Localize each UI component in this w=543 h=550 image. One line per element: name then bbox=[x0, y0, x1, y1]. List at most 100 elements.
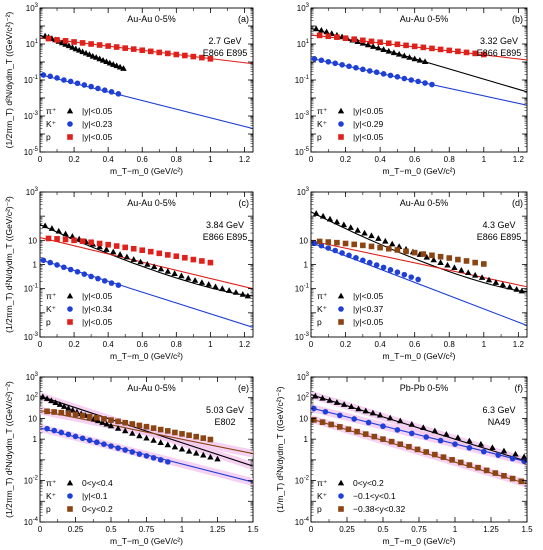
energy-label: 2.7 GeV bbox=[208, 36, 241, 46]
series-square bbox=[316, 238, 487, 267]
x-tick-label: 0 bbox=[38, 155, 43, 164]
data-point bbox=[45, 235, 52, 242]
legend-particle: K⁺ bbox=[317, 491, 328, 501]
legend-marker bbox=[337, 292, 345, 299]
y-tick-label: 10-1 bbox=[24, 75, 39, 85]
data-point bbox=[56, 401, 64, 407]
data-point bbox=[114, 425, 122, 431]
fit-line bbox=[311, 394, 527, 462]
data-point bbox=[115, 91, 122, 97]
data-point bbox=[115, 282, 122, 288]
data-point bbox=[401, 75, 408, 82]
data-point bbox=[351, 241, 357, 248]
data-point bbox=[351, 36, 357, 42]
data-point bbox=[88, 239, 94, 246]
legend-particle: p bbox=[317, 132, 322, 142]
data-point bbox=[340, 221, 348, 228]
data-point bbox=[54, 236, 60, 242]
data-point bbox=[214, 455, 221, 462]
data-point bbox=[88, 41, 94, 47]
data-point bbox=[375, 235, 382, 241]
data-point bbox=[69, 233, 76, 239]
y-tick-label: 10 bbox=[28, 236, 37, 245]
data-point bbox=[178, 272, 185, 279]
data-point bbox=[406, 54, 413, 60]
data-point bbox=[199, 54, 205, 61]
data-point bbox=[115, 418, 121, 425]
data-point bbox=[103, 58, 110, 65]
plot-frame bbox=[310, 191, 528, 338]
data-point bbox=[318, 26, 325, 33]
plot-content bbox=[40, 32, 253, 130]
data-point bbox=[411, 249, 418, 256]
data-point bbox=[409, 430, 415, 437]
data-point bbox=[319, 394, 326, 401]
data-point bbox=[40, 257, 47, 264]
legend-particle: K⁺ bbox=[46, 491, 57, 501]
data-point bbox=[429, 252, 435, 259]
data-point bbox=[122, 447, 128, 453]
data-point bbox=[108, 280, 115, 286]
data-point bbox=[40, 72, 47, 78]
legend-cut: 0<y<0.2 bbox=[82, 504, 113, 514]
data-point bbox=[150, 455, 157, 461]
data-point bbox=[44, 408, 50, 415]
x-tick-label: 0.75 bbox=[139, 525, 155, 534]
experiment-label: E866 E895 bbox=[203, 48, 248, 58]
data-point bbox=[423, 434, 430, 440]
x-tick-label: 0.4 bbox=[103, 155, 115, 164]
fit-line bbox=[311, 211, 527, 293]
data-point bbox=[373, 262, 380, 268]
data-point bbox=[499, 281, 507, 288]
legend-particle: K⁺ bbox=[46, 304, 57, 314]
data-point bbox=[481, 448, 487, 455]
data-point bbox=[61, 264, 67, 271]
data-point bbox=[182, 52, 188, 59]
data-point bbox=[385, 40, 392, 47]
data-point bbox=[179, 431, 185, 437]
data-point bbox=[342, 35, 349, 42]
data-point bbox=[375, 44, 382, 51]
data-point bbox=[164, 268, 171, 274]
data-point bbox=[397, 441, 404, 447]
legend-particle: π⁺ bbox=[46, 106, 57, 116]
data-point bbox=[207, 453, 214, 460]
data-point bbox=[353, 64, 359, 71]
data-point bbox=[390, 49, 398, 56]
data-point bbox=[173, 253, 180, 260]
data-point bbox=[144, 260, 151, 267]
data-point bbox=[485, 276, 493, 283]
fit-line bbox=[311, 407, 527, 463]
data-point bbox=[122, 427, 129, 434]
data-point bbox=[452, 441, 458, 447]
chart-panel-b: 0 0.2 0.4 0.6 0.8 1 1.2 10-5 10-3 10-1 101 103 (b) Au… bbox=[295, 3, 528, 176]
x-tick-label: 0 bbox=[309, 340, 314, 349]
x-tick-label: 1 bbox=[482, 340, 487, 349]
data-point bbox=[397, 417, 404, 424]
x-tick-label: 0.2 bbox=[69, 340, 81, 349]
data-point bbox=[472, 50, 478, 57]
data-point bbox=[207, 56, 214, 62]
data-point bbox=[355, 405, 362, 412]
legend-marker bbox=[67, 506, 73, 512]
data-point bbox=[137, 258, 144, 265]
legend-particle: p bbox=[317, 317, 322, 327]
data-point bbox=[512, 450, 519, 457]
data-point bbox=[136, 451, 143, 457]
data-point bbox=[414, 446, 421, 453]
legend-particle: p bbox=[46, 132, 51, 142]
legend: π⁺ |y|<0.05 K⁺ |y|<0.37 p |y|<0.05 bbox=[317, 291, 383, 327]
legend-particle: K⁺ bbox=[317, 304, 328, 314]
data-point bbox=[81, 82, 88, 88]
legend-particle: π⁺ bbox=[46, 478, 57, 488]
data-point bbox=[432, 451, 438, 458]
y-tick-label: 1 bbox=[304, 435, 309, 444]
data-point bbox=[489, 444, 496, 451]
data-point bbox=[130, 245, 137, 252]
data-point bbox=[88, 273, 94, 280]
data-point bbox=[45, 35, 52, 42]
data-point bbox=[455, 256, 461, 263]
data-point bbox=[443, 430, 450, 437]
x-tick-label: 0.6 bbox=[137, 340, 149, 349]
data-point bbox=[143, 453, 150, 459]
